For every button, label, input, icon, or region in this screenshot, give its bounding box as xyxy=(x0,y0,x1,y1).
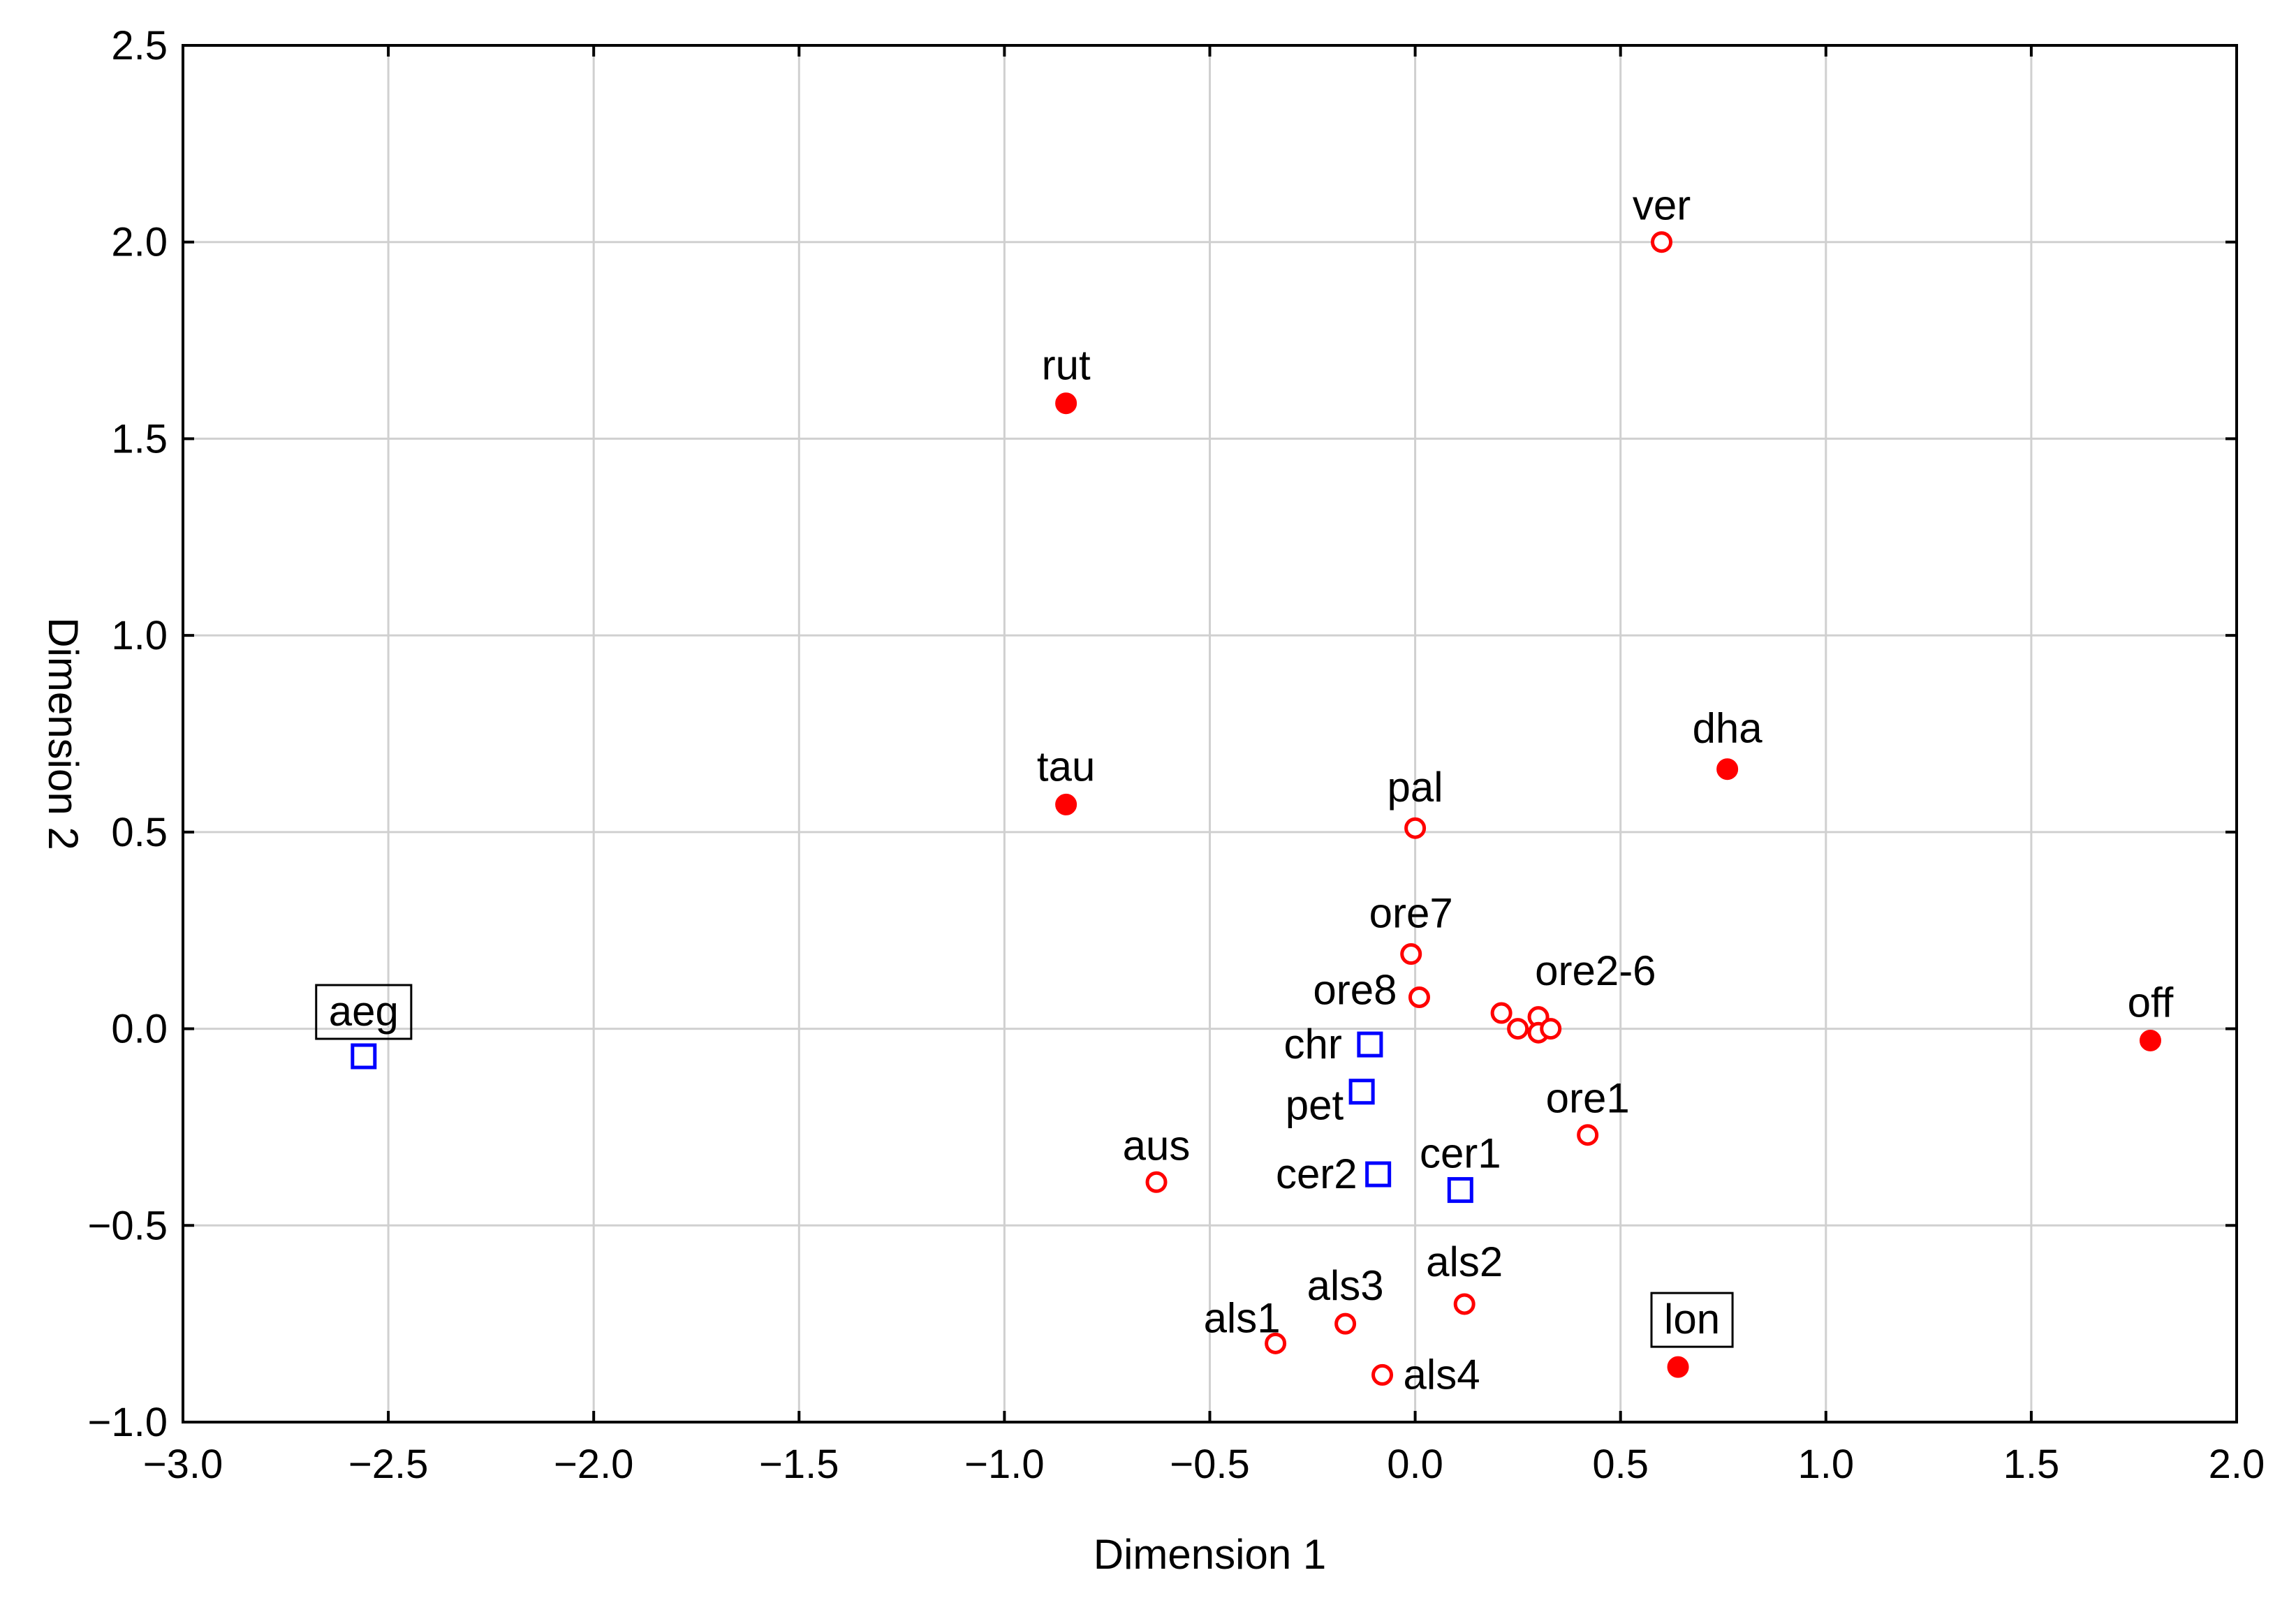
point-cer2 xyxy=(1365,1161,1392,1188)
label-als2: als2 xyxy=(1426,1238,1503,1285)
x-tick-label: 1.5 xyxy=(2003,1442,2060,1487)
y-tick-label: 1.0 xyxy=(111,613,168,658)
point-ore8 xyxy=(1408,986,1430,1008)
label-pet: pet xyxy=(1286,1082,1344,1129)
label-cer1: cer1 xyxy=(1420,1130,1501,1177)
axis-ticks: −3.0 −2.5 −2.0 −1.5 −1.0 −0.5 0.0 0.5 1.0 1.5 2.0 −… xyxy=(88,23,2265,1487)
x-tick-label: 2.0 xyxy=(2209,1442,2265,1487)
y-tick-label: −0.5 xyxy=(88,1203,168,1248)
y-tick-label: 2.5 xyxy=(111,23,168,68)
point-dha xyxy=(1716,758,1739,781)
label-ore1: ore1 xyxy=(1546,1075,1630,1122)
label-off: off xyxy=(2128,979,2174,1026)
label-aus: aus xyxy=(1123,1122,1191,1169)
point-ore2-6 xyxy=(1490,1002,1513,1024)
label-als4: als4 xyxy=(1404,1351,1480,1398)
y-tick-label: −1.0 xyxy=(88,1400,168,1445)
point-pet xyxy=(1348,1079,1375,1105)
point-labels: rut tau dha off lon ver pal ore7 ore8 ore2-6 ore1 a… xyxy=(315,182,2174,1398)
point-off xyxy=(2139,1029,2161,1051)
point-aus xyxy=(1145,1171,1168,1193)
label-ver: ver xyxy=(1633,182,1691,229)
label-ore7: ore7 xyxy=(1369,890,1453,937)
y-tick-label: 2.0 xyxy=(111,220,168,265)
label-ore8: ore8 xyxy=(1313,966,1397,1013)
point-ore7 xyxy=(1400,943,1422,966)
point-ver xyxy=(1651,231,1673,253)
label-lon: lon xyxy=(1664,1296,1720,1343)
data-points xyxy=(351,231,2161,1386)
label-box-aeg xyxy=(315,984,413,1040)
point-aeg xyxy=(351,1043,377,1070)
y-tick-label: 0.0 xyxy=(111,1007,168,1052)
point-als3 xyxy=(1334,1312,1357,1335)
point-chr xyxy=(1357,1031,1383,1058)
point-unlabeled xyxy=(1507,1018,1529,1040)
x-tick-label: −0.5 xyxy=(1170,1442,1250,1487)
x-tick-label: 0.0 xyxy=(1387,1442,1443,1487)
point-als1 xyxy=(1265,1332,1287,1354)
label-chr: chr xyxy=(1284,1021,1342,1067)
x-tick-label: 1.0 xyxy=(1797,1442,1854,1487)
label-aeg: aeg xyxy=(329,988,399,1035)
point-als4 xyxy=(1371,1363,1394,1386)
grid xyxy=(183,45,2237,1422)
x-axis-title: Dimension 1 xyxy=(1094,1531,1327,1578)
point-tau xyxy=(1055,793,1077,815)
y-tick-label: 0.5 xyxy=(111,810,168,855)
label-box-lon xyxy=(1650,1292,1734,1348)
label-rut: rut xyxy=(1042,342,1091,389)
point-als2 xyxy=(1453,1293,1476,1315)
x-tick-label: −2.5 xyxy=(348,1442,429,1487)
label-cer2: cer2 xyxy=(1276,1151,1357,1197)
label-als3: als3 xyxy=(1307,1262,1384,1309)
label-dha: dha xyxy=(1693,705,1763,752)
point-lon xyxy=(1667,1356,1689,1378)
x-tick-label: −2.0 xyxy=(554,1442,634,1487)
x-tick-label: −3.0 xyxy=(143,1442,223,1487)
point-ore1 xyxy=(1577,1124,1599,1146)
point-pal xyxy=(1404,817,1427,839)
label-pal: pal xyxy=(1388,764,1443,811)
point-cer1 xyxy=(1447,1177,1473,1204)
label-tau: tau xyxy=(1037,743,1095,790)
y-tick-label: 1.5 xyxy=(111,416,168,461)
label-als1: als1 xyxy=(1204,1294,1281,1341)
point-rut xyxy=(1055,392,1077,415)
x-tick-label: −1.5 xyxy=(759,1442,839,1487)
x-tick-label: 0.5 xyxy=(1592,1442,1649,1487)
y-axis-title: Dimension 2 xyxy=(40,617,87,850)
point-unlabeled xyxy=(1540,1018,1562,1040)
x-tick-label: −1.0 xyxy=(964,1442,1045,1487)
label-ore2-6: ore2-6 xyxy=(1535,947,1656,994)
